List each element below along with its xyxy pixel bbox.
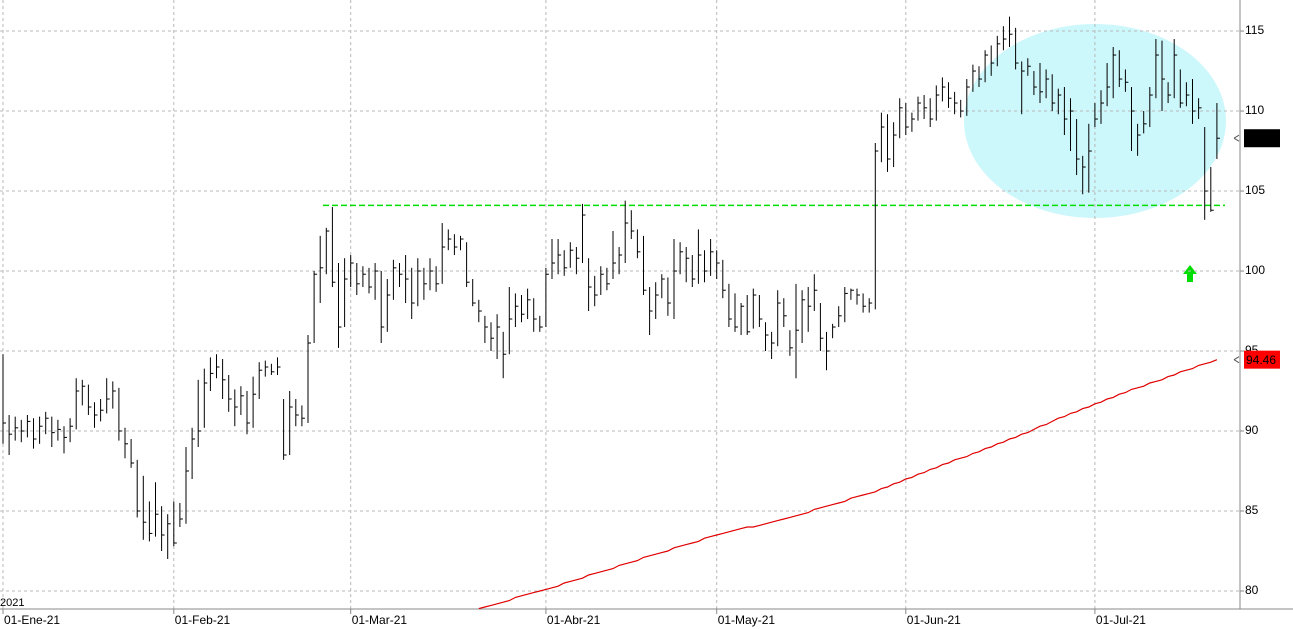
x-tick-label: 01-Jul-21 — [1096, 613, 1146, 627]
last-price-box — [1244, 129, 1280, 148]
x-tick-label: 01-May-21 — [718, 613, 776, 627]
y-tick-label: 110 — [1245, 103, 1264, 117]
x-tick-label: 01-Ene-21 — [4, 613, 60, 627]
ma-value-box — [1244, 350, 1280, 369]
y-tick-label: 85 — [1245, 503, 1259, 517]
ma-value-label: 94.46 — [1246, 353, 1276, 367]
year-label: 2021 — [0, 597, 24, 609]
last-price-pointer — [1233, 134, 1240, 142]
ma-pointer — [1233, 356, 1240, 364]
x-tick-label: 01-Jun-21 — [907, 613, 961, 627]
up-arrow — [1183, 265, 1197, 282]
x-tick-label: 01-Mar-21 — [352, 613, 408, 627]
moving-average-line — [478, 359, 1218, 610]
y-tick-label: 100 — [1245, 263, 1265, 277]
y-tick-label: 90 — [1245, 423, 1259, 437]
y-tick-label: 80 — [1245, 583, 1259, 597]
y-tick-label: 115 — [1245, 23, 1264, 37]
x-tick-label: 01-Feb-21 — [175, 613, 231, 627]
x-tick-label: 01-Abr-21 — [547, 613, 601, 627]
y-tick-label: 105 — [1245, 183, 1265, 197]
